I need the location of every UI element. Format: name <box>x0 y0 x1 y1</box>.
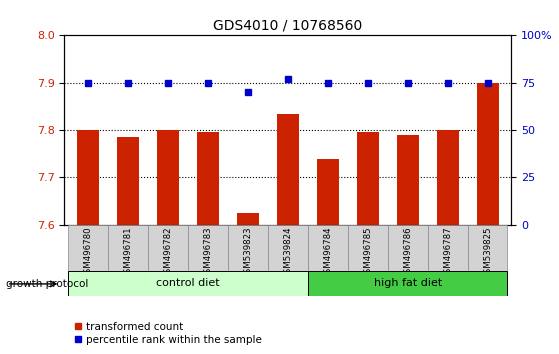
Text: growth protocol: growth protocol <box>6 279 88 289</box>
Bar <box>357 132 379 225</box>
Bar <box>308 271 508 296</box>
Bar <box>308 225 348 271</box>
Text: GSM496781: GSM496781 <box>124 226 132 279</box>
Text: GSM496785: GSM496785 <box>363 226 372 279</box>
Bar <box>68 225 108 271</box>
Bar <box>108 225 148 271</box>
Bar <box>77 130 100 225</box>
Bar <box>317 159 339 225</box>
Bar <box>148 225 188 271</box>
Text: GSM539823: GSM539823 <box>244 226 253 279</box>
Text: GSM539824: GSM539824 <box>283 226 292 279</box>
Bar <box>277 114 299 225</box>
Text: GSM496783: GSM496783 <box>203 226 212 279</box>
Bar <box>197 132 219 225</box>
Bar <box>268 225 308 271</box>
Text: GSM496786: GSM496786 <box>403 226 412 279</box>
Text: high fat diet: high fat diet <box>373 278 442 288</box>
Bar <box>348 225 388 271</box>
Text: GSM496787: GSM496787 <box>443 226 452 279</box>
Text: GSM496782: GSM496782 <box>164 226 173 279</box>
Bar <box>467 225 508 271</box>
Bar <box>228 225 268 271</box>
Text: control diet: control diet <box>157 278 220 288</box>
Bar <box>68 271 308 296</box>
Bar <box>428 225 467 271</box>
Bar <box>117 137 139 225</box>
Text: GSM496784: GSM496784 <box>323 226 332 279</box>
Bar <box>237 213 259 225</box>
Bar <box>397 135 419 225</box>
Text: GSM496780: GSM496780 <box>84 226 93 279</box>
Bar <box>188 225 228 271</box>
Legend: transformed count, percentile rank within the sample: transformed count, percentile rank withi… <box>69 317 266 349</box>
Bar <box>437 130 458 225</box>
Bar <box>388 225 428 271</box>
Bar <box>476 83 499 225</box>
Bar <box>157 130 179 225</box>
Text: GSM539825: GSM539825 <box>483 226 492 279</box>
Title: GDS4010 / 10768560: GDS4010 / 10768560 <box>214 19 362 33</box>
